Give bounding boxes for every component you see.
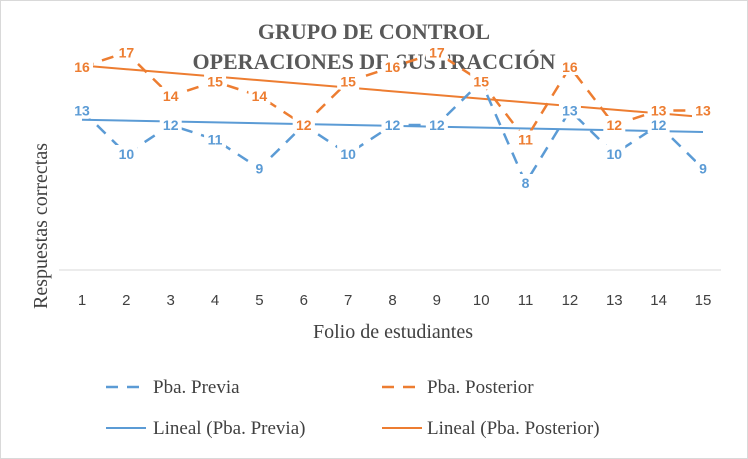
data-label-bg-posterior-7 — [337, 72, 360, 90]
data-label-previa-4: 11 — [208, 132, 223, 148]
y-axis-title: Respuestas correctas — [30, 143, 52, 309]
x-tick-label-7: 7 — [344, 292, 352, 309]
data-label-previa-15: 9 — [699, 161, 707, 177]
legend-item-previa[interactable]: Pba. Previa — [106, 377, 240, 398]
data-label-posterior-1: 16 — [74, 59, 90, 75]
data-label-posterior-15: 13 — [695, 103, 711, 119]
data-label-bg-posterior-13 — [603, 116, 626, 133]
data-label-previa-2: 10 — [119, 146, 135, 162]
legend-item-lineal-previa[interactable]: Lineal (Pba. Previa) — [106, 418, 305, 439]
data-label-posterior-11: 11 — [518, 132, 533, 148]
data-label-bg-posterior-10 — [470, 72, 493, 90]
data-label-bg-posterior-6 — [292, 116, 315, 133]
x-tick-label-9: 9 — [433, 292, 441, 309]
data-label-posterior-13: 12 — [606, 117, 622, 133]
data-label-previa-1: 13 — [74, 103, 90, 119]
data-label-previa-8: 12 — [385, 117, 401, 133]
data-label-posterior-8: 16 — [385, 59, 401, 75]
data-label-previa-12: 13 — [562, 103, 578, 119]
data-label-bg-posterior-5 — [248, 87, 271, 104]
data-label-bg-previa-14 — [647, 116, 670, 133]
data-label-bg-previa-7 — [337, 145, 360, 162]
x-tick-label-13: 13 — [606, 292, 623, 309]
legend: Pba. Previa Pba. Posterior Lineal (Pba. … — [106, 377, 600, 439]
data-label-posterior-7: 15 — [340, 74, 356, 90]
data-label-bg-posterior-3 — [159, 87, 182, 104]
data-label-posterior-4: 15 — [207, 74, 223, 90]
legend-label-previa: Pba. Previa — [153, 377, 240, 398]
x-axis-title: Folio de estudiantes — [313, 321, 473, 343]
x-tick-label-3: 3 — [167, 292, 175, 309]
data-label-bg-previa-1 — [71, 101, 93, 119]
data-label-posterior-12: 16 — [562, 59, 578, 75]
data-label-bg-previa-5 — [252, 159, 267, 177]
x-tick-label-1: 1 — [78, 292, 86, 309]
data-labels: 13 10 12 11 9 12 10 12 12 8 13 10 12 9 16 17 14 15 14 12 15 1… — [71, 43, 714, 191]
x-tick-label-14: 14 — [650, 292, 667, 309]
x-tick-label-5: 5 — [255, 292, 263, 309]
data-label-bg-previa-8 — [381, 116, 404, 133]
x-tick-label-4: 4 — [211, 292, 219, 309]
data-label-bg-previa-11 — [518, 174, 533, 191]
x-tick-label-10: 10 — [473, 292, 490, 309]
data-label-bg-posterior-4 — [204, 72, 227, 90]
data-label-previa-7: 10 — [340, 146, 356, 162]
data-label-posterior-14: 13 — [651, 103, 667, 119]
data-label-bg-previa-9 — [425, 116, 448, 133]
data-label-bg-previa-12 — [558, 101, 581, 119]
x-tick-label-2: 2 — [122, 292, 130, 309]
data-label-bg-previa-2 — [115, 145, 138, 162]
x-tick-labels: 1 2 3 4 5 6 7 8 9 10 11 12 13 14 15 — [78, 292, 712, 309]
data-label-bg-posterior-1 — [71, 58, 93, 75]
legend-label-lineal-previa: Lineal (Pba. Previa) — [153, 418, 305, 439]
data-label-bg-previa-4 — [204, 130, 227, 148]
data-label-bg-posterior-2 — [115, 43, 138, 61]
x-tick-label-8: 8 — [388, 292, 396, 309]
data-label-bg-previa-3 — [159, 116, 182, 133]
data-label-previa-11: 8 — [522, 175, 530, 191]
data-label-bg-posterior-14 — [647, 101, 670, 119]
trendline-posterior — [81, 64, 704, 119]
legend-label-posterior: Pba. Posterior — [427, 377, 534, 398]
x-tick-label-12: 12 — [562, 292, 579, 309]
data-label-bg-posterior-15 — [692, 101, 714, 119]
data-label-bg-posterior-12 — [558, 58, 581, 75]
data-label-posterior-2: 17 — [119, 45, 135, 61]
data-label-posterior-5: 14 — [252, 88, 268, 104]
x-tick-label-15: 15 — [695, 292, 712, 309]
x-tick-label-11: 11 — [518, 292, 534, 309]
data-label-previa-9: 12 — [429, 117, 445, 133]
data-label-previa-13: 10 — [606, 146, 622, 162]
data-label-previa-3: 12 — [163, 117, 179, 133]
data-label-posterior-9: 17 — [429, 45, 445, 61]
data-label-bg-posterior-9 — [425, 43, 448, 61]
legend-item-posterior[interactable]: Pba. Posterior — [382, 377, 534, 398]
data-label-posterior-3: 14 — [163, 88, 179, 104]
data-label-posterior-6: 12 — [296, 117, 312, 133]
chart-title-line-1: GRUPO DE CONTROL — [258, 19, 490, 44]
data-label-posterior-10: 15 — [473, 74, 489, 90]
data-label-bg-posterior-11 — [514, 130, 537, 148]
legend-item-lineal-posterior[interactable]: Lineal (Pba. Posterior) — [382, 418, 600, 439]
data-label-previa-14: 12 — [651, 117, 667, 133]
data-label-previa-5: 9 — [256, 161, 264, 177]
chart-title-line-2: OPERACIONES DE SUSTRACCIÓN — [192, 49, 555, 74]
x-tick-label-6: 6 — [300, 292, 308, 309]
data-label-bg-previa-15 — [696, 159, 710, 177]
data-label-bg-previa-13 — [603, 145, 626, 162]
data-label-bg-posterior-8 — [381, 58, 404, 75]
legend-label-lineal-posterior: Lineal (Pba. Posterior) — [427, 418, 600, 439]
